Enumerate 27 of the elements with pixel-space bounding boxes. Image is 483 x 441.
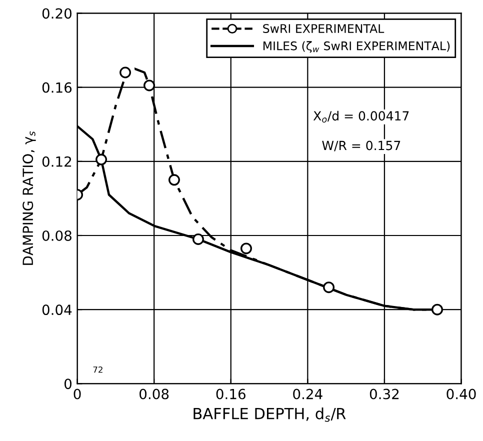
x-tick-label: 0.32	[370, 388, 399, 400]
annotation: W/R = 0.157	[322, 140, 400, 152]
x-tick-label: 0.08	[140, 388, 169, 400]
x-tick-label: 0.24	[293, 388, 322, 400]
y-tick-label: 0.16	[42, 82, 72, 93]
point	[192, 233, 204, 245]
y-tick-label: 0.20	[42, 8, 72, 19]
point	[96, 154, 108, 166]
legend-label: MILES (ζ$_{w}$ SwRI EXPERIMENTAL)	[264, 41, 450, 53]
y-tick-label: 0	[64, 378, 72, 390]
x-tick-label: 0.40	[446, 388, 476, 400]
x-tick-label: 0.16	[216, 388, 246, 400]
point	[240, 242, 252, 254]
annotation: 72	[93, 366, 102, 373]
y-tick-label: 0.12	[42, 156, 72, 167]
legend-label: SwRI EXPERIMENTAL	[263, 24, 384, 33]
x-tick-label: 0	[74, 388, 81, 400]
point	[168, 174, 180, 186]
y-tick-label: 0.04	[42, 304, 72, 316]
point	[432, 304, 444, 316]
annotation: X$_{o}$/d = 0.00417	[313, 110, 409, 123]
x-axis-title: BAFFLE DEPTH, d$_{s}$/R	[194, 408, 346, 422]
y-tick-label: 0.08	[42, 230, 72, 241]
y-axis-title: DAMPING RATIO, γ$_{s}$	[22, 131, 36, 265]
point	[144, 80, 156, 92]
point	[120, 66, 132, 78]
point	[323, 282, 335, 294]
